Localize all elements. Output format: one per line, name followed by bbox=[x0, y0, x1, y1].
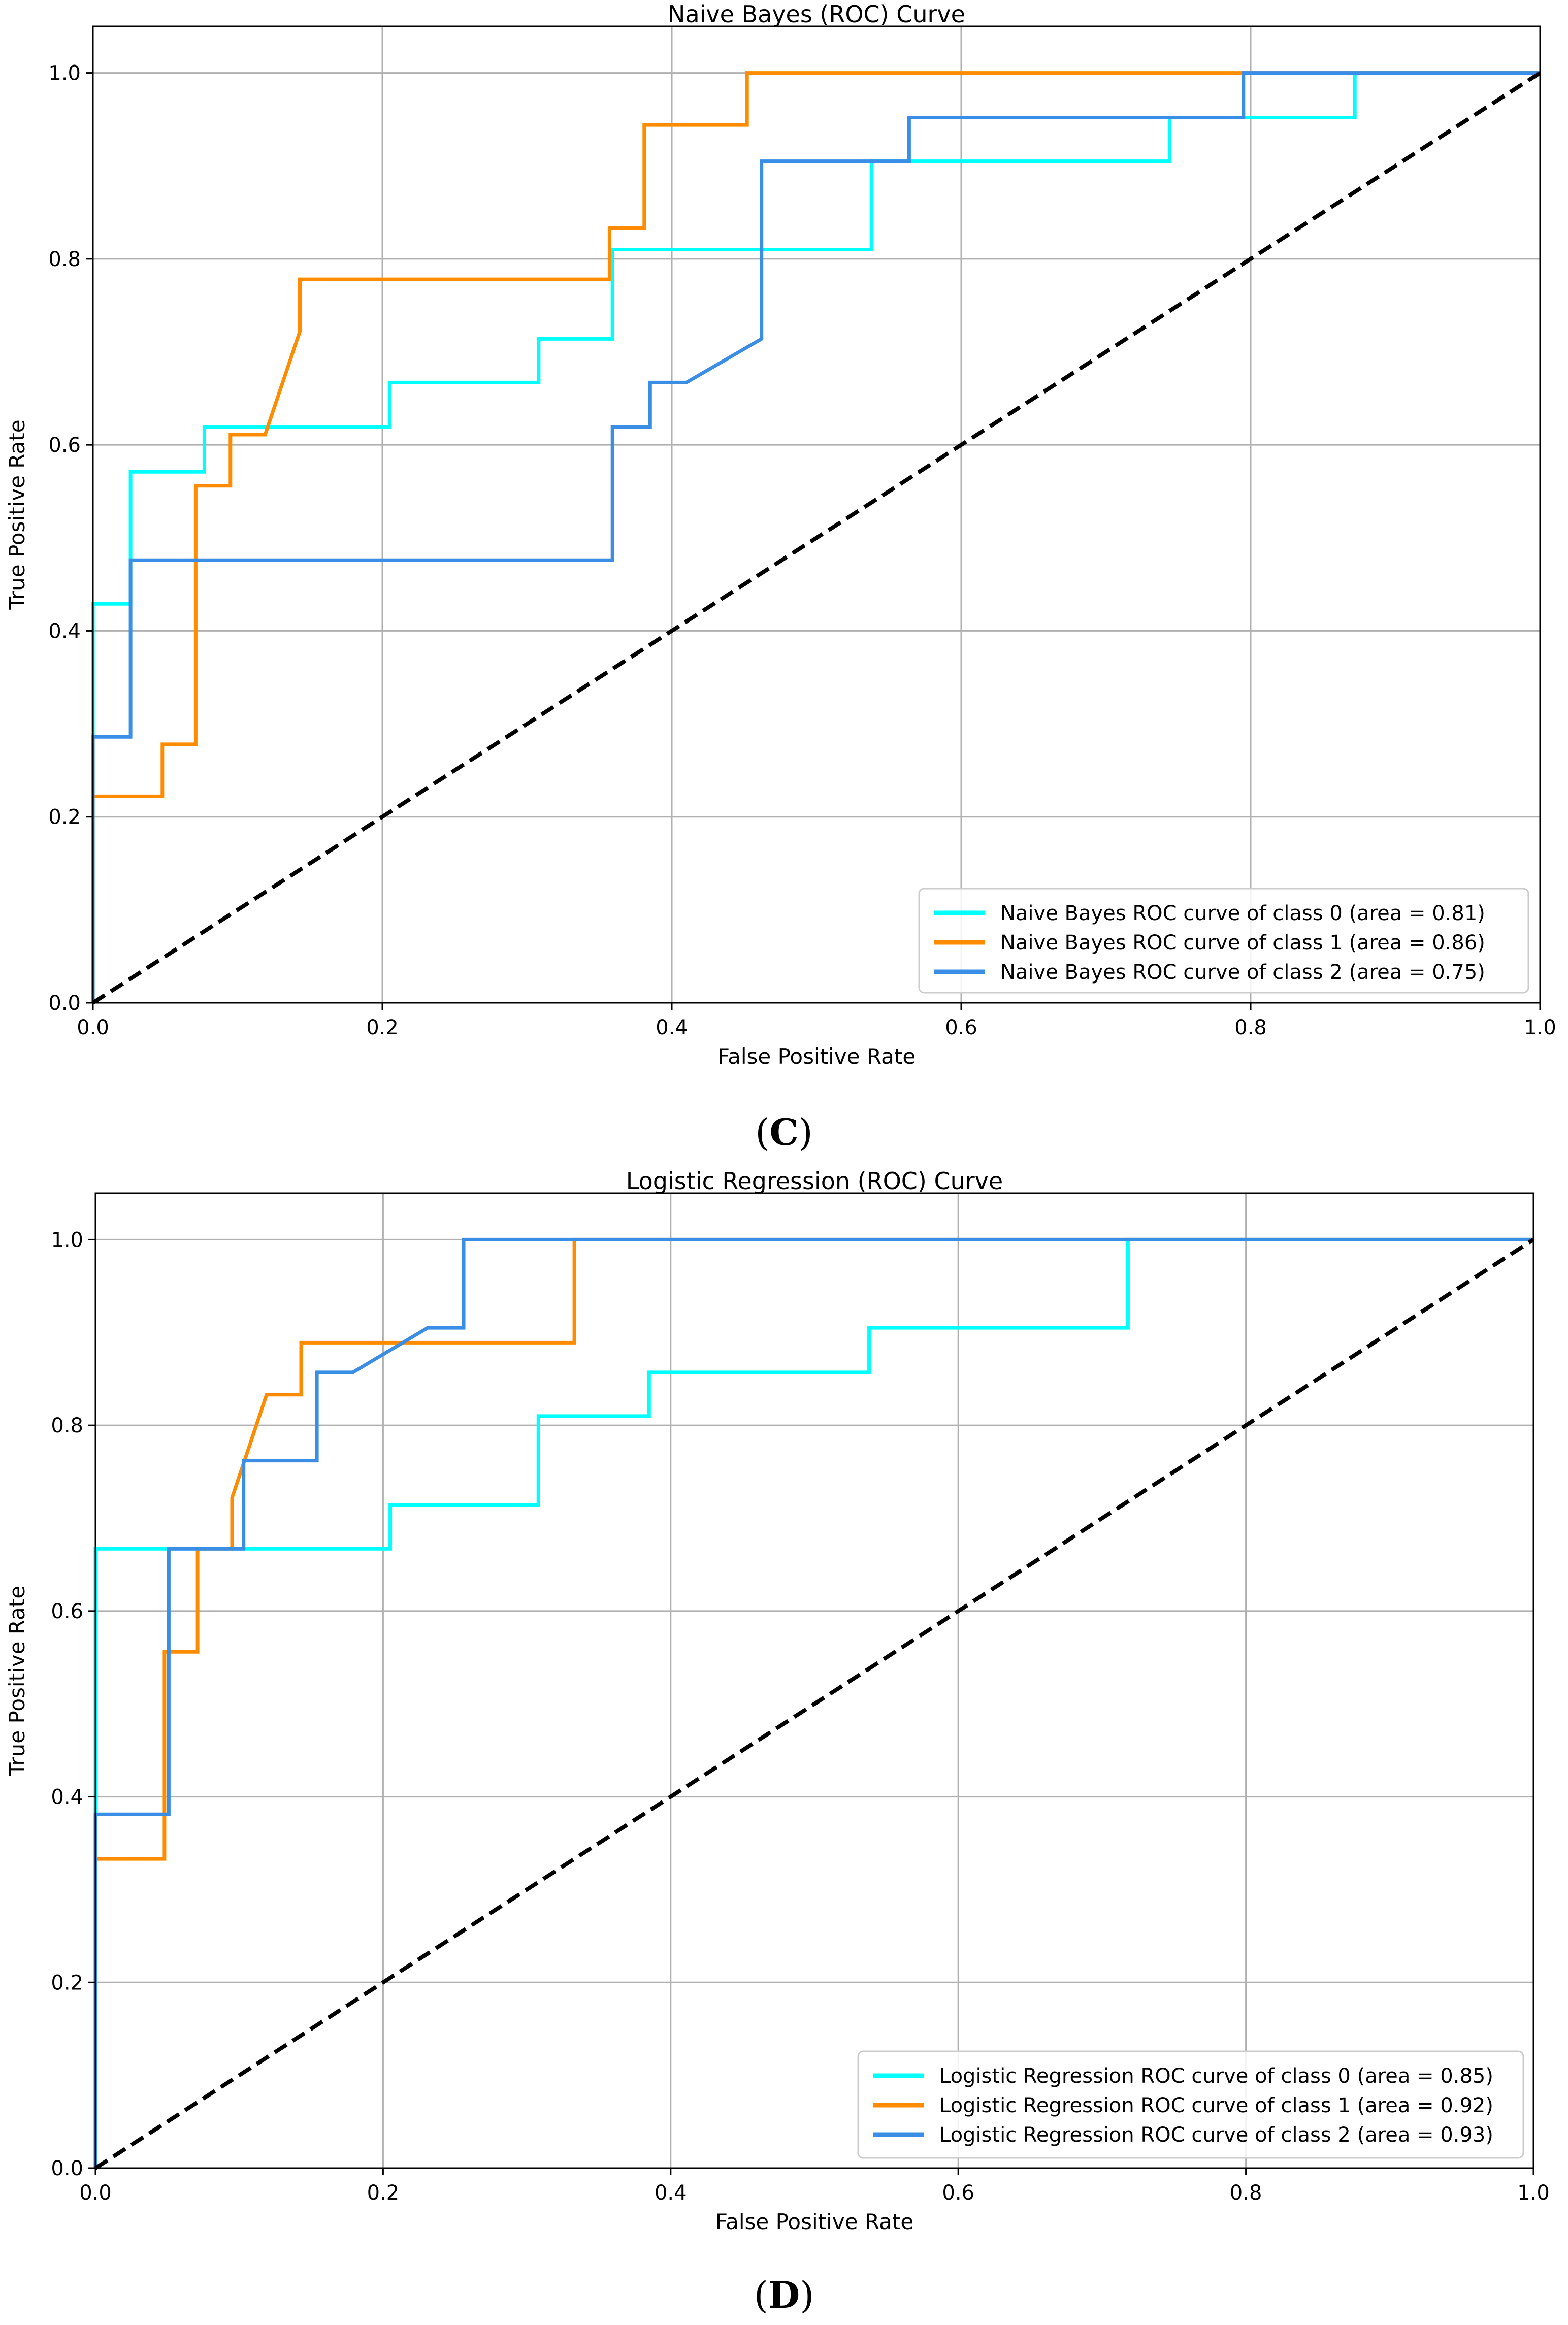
diagonal-reference-line bbox=[91, 71, 1542, 1005]
panel-label-letter: C bbox=[769, 1110, 798, 1154]
chart-title: Naive Bayes (ROC) Curve bbox=[668, 1, 965, 28]
x-tick-label: 0.8 bbox=[1234, 1016, 1267, 1039]
x-axis-label: False Positive Rate bbox=[717, 1044, 916, 1069]
panel-label: (C) bbox=[755, 1110, 813, 1154]
diagonal-reference-line bbox=[94, 1238, 1535, 2170]
x-tick-label: 0.6 bbox=[945, 1016, 977, 1039]
legend-label-class-2: Logistic Regression ROC curve of class 2… bbox=[939, 2123, 1493, 2147]
x-tick-label: 0.2 bbox=[366, 1016, 399, 1039]
y-tick-label: 0.2 bbox=[48, 806, 81, 829]
roc-series-class-0 bbox=[91, 71, 1540, 1003]
x-tick-label: 0.0 bbox=[79, 2181, 112, 2205]
legend: Logistic Regression ROC curve of class 0… bbox=[857, 2050, 1524, 2159]
plot-frame bbox=[94, 1192, 1534, 2169]
x-tick-label: 1.0 bbox=[1517, 2181, 1550, 2205]
roc-series-class-2 bbox=[91, 71, 1540, 1003]
x-tick-label: 0.2 bbox=[367, 2181, 400, 2205]
y-tick-label: 0.2 bbox=[51, 1971, 83, 1994]
legend-box bbox=[918, 888, 1529, 994]
y-tick-label: 0.8 bbox=[51, 1414, 83, 1437]
x-tick-label: 0.4 bbox=[655, 2181, 687, 2205]
legend: Naive Bayes ROC curve of class 0 (area =… bbox=[918, 888, 1529, 994]
legend-label-class-0: Logistic Regression ROC curve of class 0… bbox=[939, 2065, 1493, 2088]
roc-series-class-1 bbox=[93, 1237, 1533, 2168]
y-tick-label: 0.0 bbox=[48, 992, 81, 1015]
y-tick-label: 0.8 bbox=[48, 248, 81, 271]
y-tick-label: 1.0 bbox=[51, 1228, 83, 1252]
y-tick-label: 1.0 bbox=[48, 62, 81, 85]
legend-box bbox=[857, 2050, 1524, 2159]
chart-title: Logistic Regression (ROC) Curve bbox=[626, 1167, 1003, 1195]
y-tick-label: 0.6 bbox=[51, 1600, 83, 1623]
legend-label-class-0: Naive Bayes ROC curve of class 0 (area =… bbox=[1000, 902, 1485, 925]
plot-frame bbox=[92, 25, 1541, 1004]
legend-label-class-1: Logistic Regression ROC curve of class 1… bbox=[939, 2094, 1493, 2117]
x-tick-label: 0.6 bbox=[942, 2181, 974, 2205]
chart-panel-d: 0.0 0.2 0.4 0.6 0.8 1.0 0.0 0.2 0.4 0.6 0.8 1.0 Logi… bbox=[5, 1167, 1550, 2316]
legend-label-class-2: Naive Bayes ROC curve of class 2 (area =… bbox=[1000, 961, 1485, 984]
y-axis-label: True Positive Rate bbox=[5, 419, 29, 610]
panel-label-letter: D bbox=[768, 2273, 800, 2316]
y-tick-label: 0.4 bbox=[48, 619, 81, 643]
x-axis-label: False Positive Rate bbox=[715, 2209, 913, 2234]
roc-series-class-1 bbox=[91, 71, 1540, 1003]
x-tick-label: 0.0 bbox=[77, 1016, 109, 1039]
panel-label: (D) bbox=[754, 2273, 814, 2316]
y-axis-label: True Positive Rate bbox=[5, 1586, 29, 1776]
chart-panel-c: 0.0 0.2 0.4 0.6 0.8 1.0 0.0 0.2 0.4 0.6 0.8 1.0 Naiv… bbox=[5, 1, 1556, 1154]
legend-label-class-1: Naive Bayes ROC curve of class 1 (area =… bbox=[1000, 931, 1485, 955]
x-tick-label: 1.0 bbox=[1524, 1016, 1556, 1039]
x-tick-label: 0.4 bbox=[656, 1016, 688, 1039]
y-tick-label: 0.0 bbox=[51, 2157, 83, 2180]
x-tick-label: 0.8 bbox=[1230, 2181, 1262, 2205]
roc-series-class-0 bbox=[93, 1237, 1533, 2168]
y-tick-label: 0.4 bbox=[51, 1786, 83, 1809]
y-tick-label: 0.6 bbox=[48, 434, 81, 457]
roc-series-class-2 bbox=[93, 1237, 1533, 2168]
